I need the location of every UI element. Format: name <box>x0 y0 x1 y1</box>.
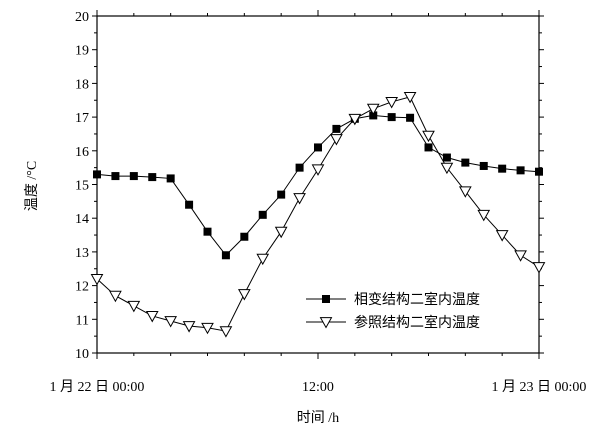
data-point <box>479 161 488 170</box>
y-tick-label: 20 <box>75 10 89 25</box>
series-layer <box>90 91 546 338</box>
data-point <box>129 172 138 181</box>
y-tick-label: 18 <box>75 77 89 92</box>
data-point <box>477 209 491 222</box>
data-point <box>442 153 451 162</box>
data-point <box>406 113 415 122</box>
data-point <box>277 190 286 199</box>
data-point <box>369 111 378 120</box>
y-tick-label: 14 <box>75 212 89 227</box>
data-point <box>127 300 141 313</box>
legend-marker <box>322 295 330 303</box>
data-point <box>274 226 288 239</box>
x-tick-label: 12:00 <box>302 380 334 395</box>
data-point <box>182 321 196 333</box>
data-point <box>203 227 212 236</box>
data-point <box>219 326 233 338</box>
data-point <box>422 130 435 143</box>
data-point <box>109 290 122 303</box>
data-point <box>314 143 322 152</box>
data-point <box>145 311 159 323</box>
data-point <box>532 262 546 274</box>
data-point <box>495 230 509 242</box>
data-point <box>166 174 175 183</box>
legend-marker <box>319 317 333 329</box>
data-point <box>514 250 527 262</box>
data-point <box>93 170 101 179</box>
data-point <box>148 173 157 182</box>
data-point <box>332 124 341 133</box>
data-point <box>535 167 543 176</box>
y-axis-title: 温度 /°C <box>24 161 40 211</box>
y-tick-label: 19 <box>75 44 89 59</box>
data-point <box>90 273 104 286</box>
data-point <box>240 232 249 241</box>
series-1 <box>93 111 543 260</box>
data-point <box>258 210 267 219</box>
y-tick-label: 10 <box>75 347 89 362</box>
series-line <box>96 114 540 257</box>
data-point <box>366 103 380 116</box>
data-point <box>424 143 433 152</box>
data-point <box>164 316 178 328</box>
data-point <box>185 200 194 209</box>
legend-item: 参照结构二室内温度 <box>306 314 480 331</box>
data-point <box>311 164 325 176</box>
data-point <box>440 162 454 175</box>
data-point <box>498 164 507 173</box>
data-point <box>403 91 417 104</box>
data-point <box>385 97 399 109</box>
data-point <box>256 253 270 266</box>
data-point <box>461 158 470 167</box>
x-tick-label: 1 月 22 日 00:00 <box>50 379 145 395</box>
y-tick-label: 11 <box>76 313 89 328</box>
y-tick-label: 15 <box>75 179 89 194</box>
x-axis-ticks: 1 月 22 日 00:00 12:00 1 月 23 日 00:00 <box>50 10 587 395</box>
data-point <box>387 113 396 122</box>
data-point <box>293 193 306 205</box>
data-point <box>237 289 251 301</box>
data-point <box>295 163 304 172</box>
y-tick-label: 12 <box>75 280 89 295</box>
x-axis-title: 时间 /h <box>297 410 339 426</box>
data-point <box>330 134 343 146</box>
data-point <box>348 113 362 126</box>
legend-label: 相变结构二室内温度 <box>354 291 480 308</box>
series-2 <box>90 91 546 338</box>
data-point <box>201 322 214 335</box>
y-tick-label: 13 <box>75 246 89 261</box>
y-tick-label: 17 <box>75 111 89 126</box>
data-point <box>221 251 230 260</box>
data-point <box>111 172 120 181</box>
data-point <box>516 166 525 175</box>
x-tick-label: 1 月 23 日 00:00 <box>492 379 587 395</box>
data-point <box>458 186 472 198</box>
legend-item: 相变结构二室内温度 <box>306 291 480 308</box>
y-axis-ticks: 10 11 12 13 14 15 16 17 18 19 20 <box>75 10 544 362</box>
legend-label: 参照结构二室内温度 <box>354 314 480 331</box>
y-tick-label: 16 <box>75 145 89 160</box>
